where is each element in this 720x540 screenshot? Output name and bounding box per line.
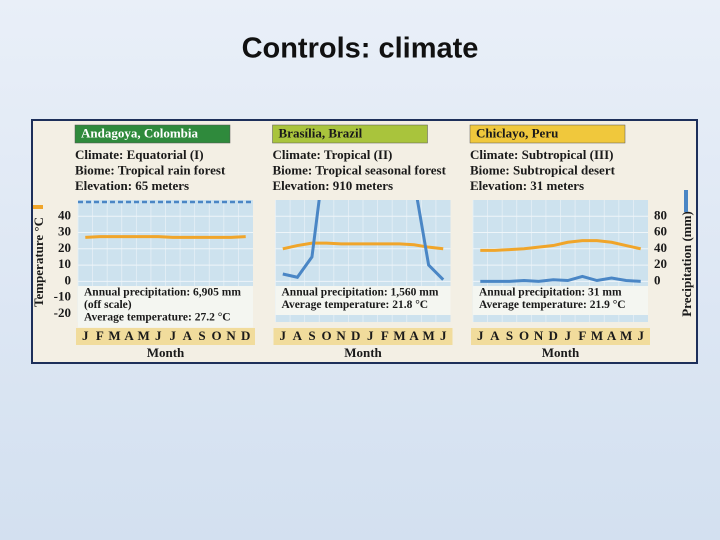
climate-info: Elevation: 65 meters [75,178,189,193]
y-tick-label: -10 [54,289,71,304]
x-tick-label: F [96,328,104,343]
x-tick-label: F [578,328,586,343]
y2-tick-label: 80 [654,207,667,222]
location-box [74,124,231,144]
y-tick-label: 40 [58,207,71,222]
y2-tick-label: 0 [654,272,661,287]
x-tick-label: O [211,328,221,343]
location-label: Andagoya, Colombia [81,125,199,140]
annotation: Average temperature: 21.9 °C [479,299,626,311]
x-axis-label: Month [344,345,382,360]
climate-info: Biome: Tropical seasonal forest [273,162,447,177]
y-tick-label: -20 [54,305,71,320]
climate-info: Elevation: 31 meters [470,178,584,193]
temperature-line [282,241,444,251]
annotation-box [473,286,648,315]
x-tick-label: A [124,328,134,343]
x-tick-label: A [183,328,193,343]
location-box [469,124,626,144]
annotation: Annual precipitation: 1,560 mm [282,287,439,299]
location-label: Brasília, Brazil [279,125,363,140]
x-axis-label: Month [147,345,185,360]
x-tick-label: A [490,328,500,343]
x-tick-label: J [155,328,162,343]
climate-info: Climate: Tropical (II) [273,147,393,162]
x-tick-label: S [198,328,205,343]
month-strip [471,328,650,345]
y-axis-label: Temperature °C [31,217,46,307]
y-tick-label: 10 [58,256,71,271]
x-tick-label: A [409,328,419,343]
y-tick-label: 20 [58,240,71,255]
month-strip [273,328,453,345]
y2-axis-label: Precipitation (mm) [679,211,694,317]
x-tick-label: J [82,328,89,343]
x-axis-label: Month [542,345,580,360]
location-box [272,124,428,144]
precipitation-line [282,200,445,281]
x-tick-label: D [549,328,558,343]
temperature-line [480,239,642,252]
climate-info: Biome: Subtropical desert [470,162,616,177]
x-tick-label: J [477,328,484,343]
slide-title: Controls: climate [242,33,479,65]
temperature-line [85,235,246,239]
annotation: Annual precipitation: 31 mm [479,287,622,299]
x-tick-label: N [226,328,236,343]
x-tick-label: M [422,328,434,343]
annotation-box [275,286,451,315]
x-tick-label: J [565,328,572,343]
month-strip [76,328,255,345]
x-tick-label: M [108,328,120,343]
x-tick-label: M [137,328,149,343]
y-tick-label: 30 [58,224,71,239]
x-tick-label: J [440,328,447,343]
x-tick-label: M [393,328,405,343]
x-tick-label: J [280,328,287,343]
x-tick-label: O [321,328,331,343]
x-tick-label: D [241,328,250,343]
x-tick-label: J [170,328,177,343]
annotation: (off scale) [84,299,132,311]
x-tick-label: J [637,328,644,343]
annotation-box [78,286,253,328]
x-tick-label: S [506,328,513,343]
y2-tick-label: 20 [654,256,667,271]
x-tick-label: M [620,328,632,343]
x-tick-label: N [534,328,544,343]
x-tick-label: F [381,328,389,343]
x-tick-label: O [519,328,529,343]
annotation: Annual precipitation: 6,905 mm [84,287,241,299]
x-tick-label: J [367,328,374,343]
annotation: Average temperature: 21.8 °C [282,299,429,311]
precipitation-line [480,274,641,283]
x-tick-label: D [351,328,360,343]
climate-info: Biome: Tropical rain forest [75,162,226,177]
x-tick-label: S [308,328,315,343]
x-tick-label: A [293,328,303,343]
annotation: Average temperature: 27.2 °C [84,312,231,324]
y2-tick-label: 60 [654,224,667,239]
x-tick-label: M [591,328,603,343]
x-tick-label: A [607,328,617,343]
y2-tick-label: 40 [654,240,667,255]
climate-info: Elevation: 910 meters [273,178,394,193]
y-tick-label: 0 [65,272,72,287]
x-tick-label: N [336,328,346,343]
climate-info: Climate: Equatorial (I) [75,147,204,162]
location-label: Chiclayo, Peru [476,125,558,140]
climate-info: Climate: Subtropical (III) [470,147,613,162]
